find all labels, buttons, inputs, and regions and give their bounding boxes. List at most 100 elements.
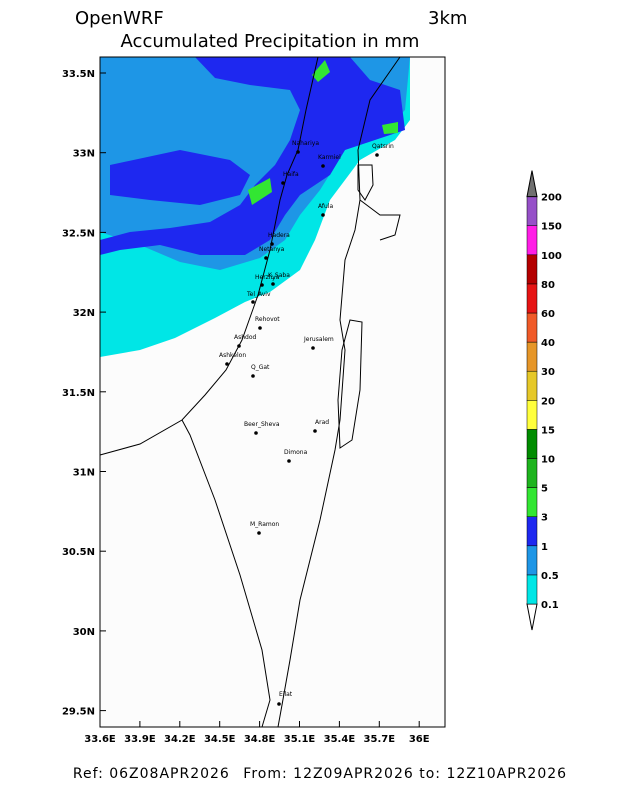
city-dot [270, 242, 274, 246]
lat-tick-label: 30N [73, 627, 95, 638]
lat-tick-label: 32N [73, 308, 95, 319]
footer-ref: 06Z08APR2026 [109, 766, 230, 782]
colorbar: 0.1 0.5 1 3 5 10 15 20 30 40 60 80 100 150 200 [526, 170, 562, 631]
colorbar-swatch [526, 487, 538, 517]
city-dot [375, 153, 379, 157]
colorbar-swatch [526, 400, 538, 430]
colorbar-swatch [526, 545, 538, 576]
lon-tick-label: 35.7E [364, 734, 396, 745]
city-label: Rehovot [255, 316, 280, 323]
lon-tick-label: 33.6E [84, 734, 116, 745]
city-dot [251, 374, 255, 378]
lon-tick-label: 35.4E [324, 734, 356, 745]
city-dot [277, 702, 281, 706]
colorbar-label: 30 [541, 367, 555, 378]
colorbar-swatch [526, 312, 538, 343]
precip-blue-2 [110, 150, 250, 205]
colorbar-label: 1 [541, 542, 548, 553]
colorbar-swatch [526, 225, 538, 256]
colorbar-label: 5 [541, 484, 548, 495]
colorbar-swatch [526, 429, 538, 459]
lat-tick-label: 31.5N [62, 388, 95, 399]
city-label: Q_Gat [251, 364, 270, 371]
city-dot [258, 326, 262, 330]
precip-green-2 [312, 60, 330, 82]
colorbar-swatch [526, 254, 538, 285]
lat-tick-label: 33.5N [62, 69, 95, 80]
city-label: Arad [315, 419, 329, 426]
footer: Ref: 06Z08APR2026 From: 12Z09APR2026 to:… [73, 766, 567, 782]
colorbar-label: 100 [541, 251, 562, 262]
colorbar-max-triangle [526, 170, 538, 198]
colorbar-swatch [526, 458, 538, 488]
lon-tick-label: 34.8E [244, 734, 276, 745]
city-label: Hadera [268, 232, 290, 239]
title: Accumulated Precipitation in mm [121, 31, 420, 52]
colorbar-label: 40 [541, 338, 555, 349]
city-dot [311, 346, 315, 350]
map [99, 56, 446, 728]
colorbar-label: 80 [541, 280, 555, 291]
colorbar-swatch [526, 196, 538, 226]
city-dot [296, 150, 300, 154]
precip-green [248, 178, 272, 205]
precip-green-3 [382, 122, 398, 134]
city-dot [237, 344, 241, 348]
city-label: Beer_Sheva [244, 421, 280, 428]
colorbar-label: 15 [541, 425, 555, 436]
city-dot [264, 256, 268, 260]
lat-tick-label: 32.5N [62, 228, 95, 239]
city-label: Tel_Aviv [246, 291, 271, 298]
colorbar-swatch [526, 283, 538, 314]
lat-tick-label: 31N [73, 468, 95, 479]
colorbar-label: 0.1 [541, 600, 559, 611]
footer-ref-label: Ref: [73, 766, 104, 782]
city-dot [321, 164, 325, 168]
city-label: M_Ramon [250, 521, 279, 528]
colorbar-label: 60 [541, 309, 555, 320]
city-label: Jerusalem [303, 336, 334, 343]
footer-from: 12Z09APR2026 [293, 766, 414, 782]
city-dot [321, 213, 325, 217]
city-label: Haifa [283, 171, 299, 178]
city-label: Dimona [284, 449, 308, 456]
city-label: Qatsrin [372, 143, 394, 150]
city-dot [287, 459, 291, 463]
city-dot [260, 283, 264, 287]
lon-tick-label: 34.2E [164, 734, 196, 745]
model-name: OpenWRF [75, 8, 164, 29]
lon-tick-label: 35.1E [284, 734, 316, 745]
borders [99, 56, 401, 728]
city-dot [225, 362, 229, 366]
resolution: 3km [428, 8, 467, 29]
footer-to: 12Z10APR2026 [446, 766, 567, 782]
city-label: Ashdod [234, 334, 257, 341]
lon-tick-label: 34.5E [204, 734, 236, 745]
colorbar-label: 10 [541, 455, 555, 466]
city-dot [271, 282, 275, 286]
city-label: Karmiel [318, 154, 341, 161]
colorbar-label: 0.5 [541, 571, 559, 582]
city-label: K_Saba [268, 272, 290, 279]
colorbar-label: 20 [541, 396, 555, 407]
colorbar-swatch [526, 341, 538, 372]
city-label: Eilat [279, 691, 293, 698]
colorbar-swatch [526, 574, 538, 605]
city-dot [251, 300, 255, 304]
city-label: Nahariya [292, 140, 319, 147]
colorbar-label: 150 [541, 222, 562, 233]
lat-tick-label: 29.5N [62, 707, 95, 718]
colorbar-swatch [526, 516, 538, 547]
footer-to-label: to: [419, 766, 441, 782]
lon-tick-label: 36E [409, 734, 430, 745]
city-label: Netanya [259, 246, 285, 253]
city-label: Herzliya [255, 274, 280, 281]
city-dot [313, 429, 317, 433]
city-label: Afula [318, 203, 333, 210]
city-label: Ashkelon [219, 352, 246, 359]
precip-blue [100, 57, 405, 255]
city-dot [257, 531, 261, 535]
colorbar-label: 3 [541, 513, 548, 524]
colorbar-label: 200 [541, 193, 562, 204]
